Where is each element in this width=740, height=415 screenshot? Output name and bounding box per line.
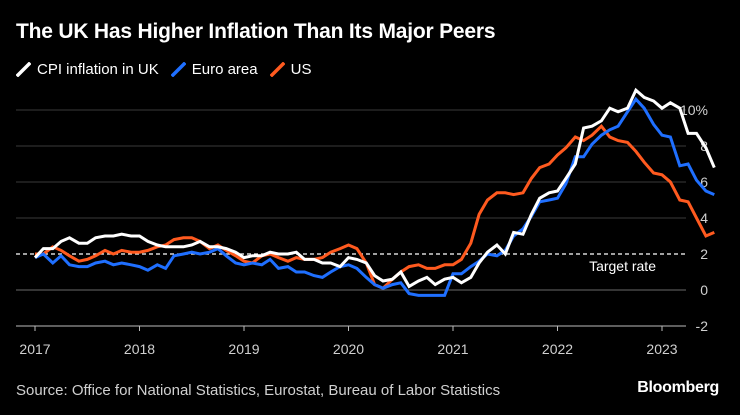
y-tick-label: 0	[700, 282, 708, 298]
legend-swatch-us-icon	[269, 62, 285, 77]
x-tick-label: 2021	[437, 341, 468, 357]
legend-swatch-euro-icon	[170, 62, 186, 77]
series-line-euro-area	[34, 96, 715, 297]
legend-item-uk: CPI inflation in UK	[16, 61, 159, 78]
x-tick-label: 2023	[646, 341, 677, 357]
y-tick-label: 4	[700, 210, 708, 226]
y-tick-label: 2	[700, 246, 708, 262]
x-tick-label: 2019	[228, 341, 259, 357]
legend-swatch-uk-icon	[16, 62, 31, 77]
target-rate-label: Target rate	[589, 258, 656, 274]
legend-label-euro: Euro area	[191, 61, 258, 78]
legend-item-us: US	[269, 61, 312, 78]
chart-title: The UK Has Higher Inflation Than Its Maj…	[16, 20, 496, 43]
chart-legend: CPI inflation in UK Euro area US	[16, 61, 311, 78]
y-tick-label: 10%	[680, 102, 708, 118]
x-tick-label: 2022	[542, 341, 573, 357]
series-line-uk	[33, 87, 716, 289]
legend-item-euro: Euro area	[170, 61, 258, 78]
y-tick-label: 6	[700, 174, 708, 190]
x-tick-label: 2017	[19, 341, 50, 357]
legend-label-uk: CPI inflation in UK	[37, 61, 159, 78]
x-tick-label: 2020	[333, 341, 364, 357]
source-note: Source: Office for National Statistics, …	[16, 382, 501, 399]
bloomberg-logo: Bloomberg	[637, 379, 719, 396]
y-tick-label: -2	[696, 318, 709, 334]
x-tick-label: 2018	[124, 341, 155, 357]
legend-label-us: US	[290, 61, 312, 78]
